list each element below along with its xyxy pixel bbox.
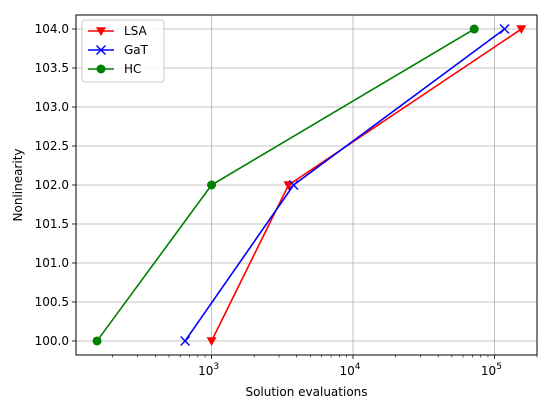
x-tick-label: 103 [198,362,219,378]
legend-marker-gat [96,45,106,55]
legend-marker-hc [96,64,106,74]
legend-box [81,19,165,83]
x-marker-stroke [180,335,191,346]
series-gat [180,24,510,346]
y-tick-label: 104.0 [35,22,69,36]
legend-item-gat: GaT [88,43,149,57]
point-hc [469,24,479,34]
x-tick-label: 104 [339,362,360,378]
series-hc [92,24,479,346]
x-tick-exponent: 3 [213,362,219,372]
y-tick-label: 100.0 [35,334,69,348]
ticks: 100.0 100.5 101.0 101.5 102.0 102.5 103.0 103.5… [35,22,538,378]
y-tick-label: 102.5 [35,139,69,153]
x-tick-base: 10 [339,364,354,378]
series-layer [92,24,527,346]
x-axis-label: Solution evaluations [245,385,367,399]
point-gat [288,180,299,190]
grid [76,15,537,355]
y-tick-label: 101.0 [35,256,69,270]
y-tick-label: 103.5 [35,61,69,75]
y-axis-label: Nonlinearity [11,148,25,221]
legend-label-hc: HC [124,62,141,76]
point-gat [499,24,510,35]
legend-marker-lsa [96,27,106,36]
x-tick-exponent: 5 [496,362,502,372]
y-tick-label: 101.5 [35,217,69,231]
x-marker-stroke [96,45,106,55]
x-tick-base: 10 [481,364,496,378]
point-hc [207,180,217,190]
legend: LSA GaT HC [81,19,165,83]
x-tick-base: 10 [198,364,213,378]
y-tick-label: 103.0 [35,100,69,114]
legend-label-lsa: LSA [124,24,148,38]
legend-item-hc: HC [88,62,141,76]
y-tick-label: 102.0 [35,178,69,192]
point-hc [92,336,102,346]
legend-label-gat: GaT [124,43,149,57]
x-marker-stroke [288,180,299,190]
point-gat [180,335,191,346]
x-tick-label: 105 [481,362,502,378]
y-tick-label: 100.5 [35,295,69,309]
x-marker-stroke [499,24,510,35]
point-lsa [516,25,527,35]
legend-item-lsa: LSA [88,24,148,38]
point-lsa [206,337,217,346]
series-lsa [206,25,527,346]
x-tick-exponent: 4 [355,362,361,372]
